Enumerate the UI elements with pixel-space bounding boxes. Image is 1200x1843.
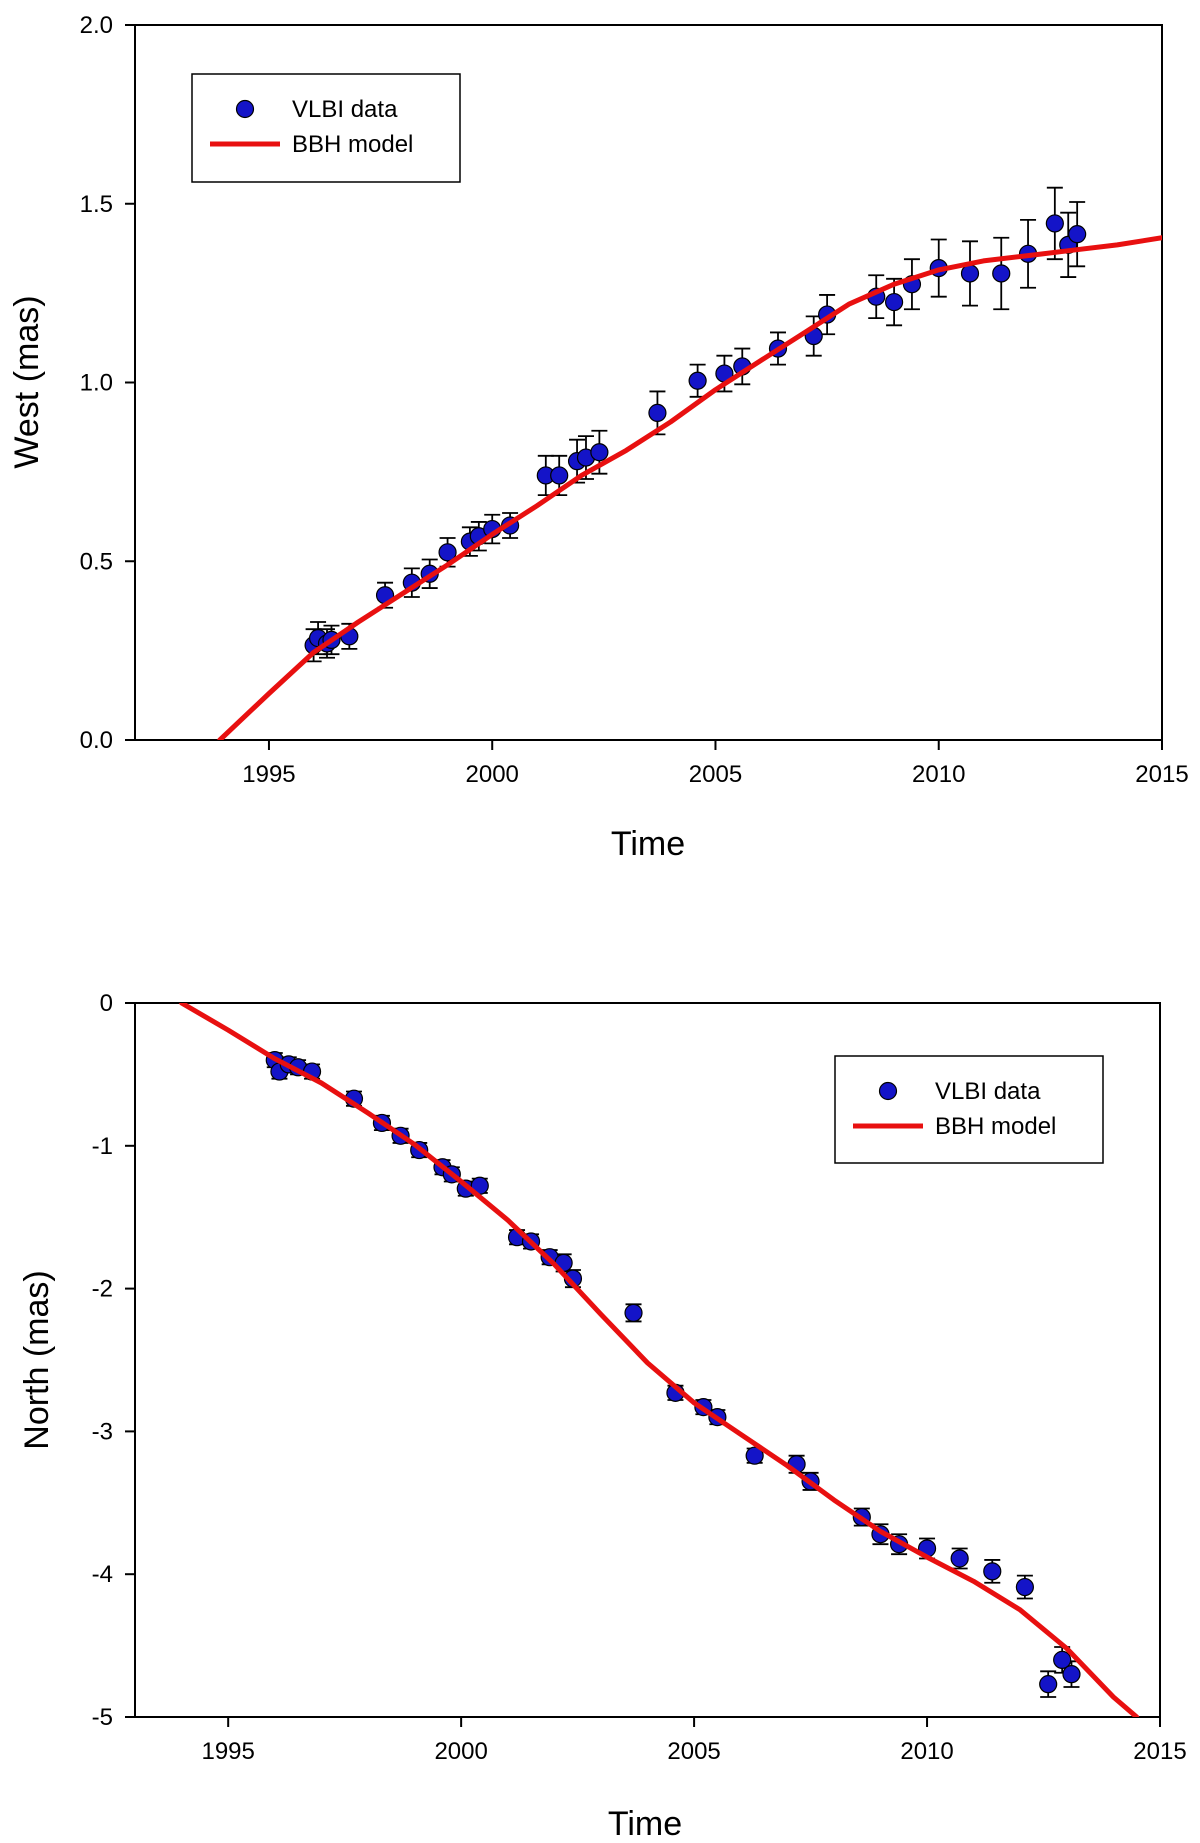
north-y-axis-title: North (mas): [18, 1270, 56, 1449]
north-data-point-31: [1015, 1577, 1034, 1597]
west-x-tick-label-1995: 1995: [242, 761, 295, 788]
north-y-tick-label--4: -4: [92, 1561, 113, 1588]
north-y-tick-label--5: -5: [92, 1704, 113, 1731]
north-data-point-30: [983, 1562, 1002, 1581]
west-legend-box: [191, 73, 461, 183]
north-x-axis-title: Time: [608, 1805, 682, 1843]
north-legend: VLBI data BBH model: [834, 1055, 1104, 1164]
north-data-point-32: [1039, 1675, 1058, 1694]
west-x-axis-title: Time: [611, 825, 685, 863]
west-data-point-19: [688, 371, 707, 390]
north-legend-marker-data: [878, 1081, 898, 1101]
north-chart: 1995 2000 2005 2010 2015 0 -1 -2 -3 -4 -5 Time North…: [0, 960, 1200, 1843]
north-data-point-29: [950, 1549, 969, 1568]
west-data-point-18: [648, 403, 667, 422]
north-legend-label-model: BBH model: [935, 1113, 1056, 1140]
west-chart-svg: 1995 2000 2005 2010 2015 0.0 0.5 1.0 1.5 2.0 Time W…: [8, 12, 1189, 863]
west-data-point-34: [1068, 225, 1087, 244]
north-y-tick-label-0: 0: [100, 990, 113, 1017]
west-legend-marker-data: [235, 99, 255, 119]
north-y-tick-label--2: -2: [92, 1276, 113, 1303]
north-data-point-22: [745, 1446, 764, 1465]
west-chart: 1995 2000 2005 2010 2015 0.0 0.5 1.0 1.5 2.0 Time W…: [0, 0, 1200, 900]
west-data-point-26: [884, 292, 904, 312]
north-x-tick-label-2000: 2000: [434, 1738, 487, 1765]
north-y-tick-label--1: -1: [92, 1133, 113, 1160]
north-data-point-34: [1062, 1665, 1081, 1684]
west-data-point-32: [1045, 214, 1064, 233]
north-plot-area: [179, 1003, 1140, 1717]
north-plot-frame: [134, 1002, 1161, 1718]
north-x-tick-label-2015: 2015: [1133, 1738, 1186, 1765]
west-data-point-14: [550, 466, 569, 485]
north-data-point-33: [1053, 1650, 1072, 1669]
west-x-tick-label-2010: 2010: [912, 761, 965, 788]
north-data-point-18: [624, 1303, 643, 1322]
west-y-axis-title: West (mas): [8, 295, 46, 468]
west-data-point-29: [960, 264, 980, 283]
west-y-tick-label-0.5: 0.5: [80, 548, 113, 575]
north-legend-box: [834, 1055, 1104, 1164]
west-data-point-17: [590, 443, 609, 462]
north-legend-label-data: VLBI data: [935, 1078, 1041, 1105]
north-x-tick-label-2010: 2010: [900, 1738, 953, 1765]
west-y-tick-label-0.0: 0.0: [80, 727, 113, 754]
west-legend-label-model: BBH model: [292, 131, 413, 158]
west-y-tick-label-1.5: 1.5: [80, 191, 113, 218]
west-plot-area: [217, 186, 1162, 740]
west-data-point-8: [438, 543, 457, 562]
north-x-tick-label-1995: 1995: [201, 1738, 254, 1765]
west-y-tick-label-1.0: 1.0: [80, 370, 113, 397]
north-y-tick-label--3: -3: [92, 1418, 113, 1445]
west-legend-label-data: VLBI data: [292, 96, 398, 123]
west-model-line: [217, 235, 1162, 740]
west-legend: VLBI data BBH model: [191, 73, 461, 183]
west-x-tick-label-2005: 2005: [689, 761, 742, 788]
west-y-tick-label-2.0: 2.0: [80, 12, 113, 39]
west-x-tick-label-2000: 2000: [466, 761, 519, 788]
north-model-line: [179, 1003, 1140, 1717]
north-chart-svg: 1995 2000 2005 2010 2015 0 -1 -2 -3 -4 -5 Time North…: [18, 990, 1187, 1843]
west-x-tick-label-2015: 2015: [1135, 761, 1188, 788]
west-data-point-30: [992, 264, 1011, 283]
north-x-tick-label-2005: 2005: [667, 1738, 720, 1765]
